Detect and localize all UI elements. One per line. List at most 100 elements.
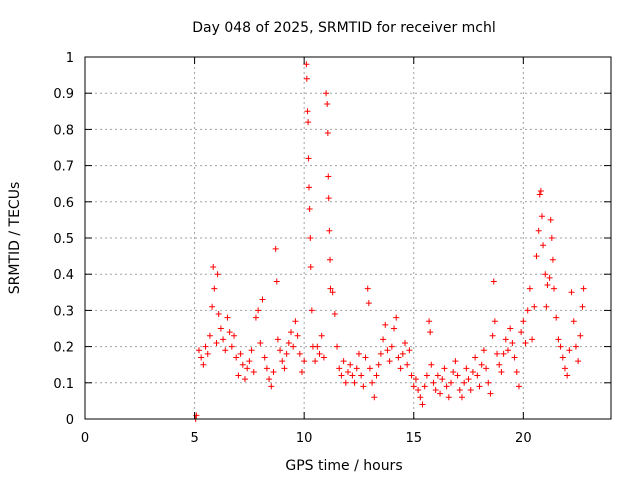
- data-point: [575, 358, 582, 365]
- data-point: [386, 358, 393, 365]
- y-tick-label: 0.3: [53, 304, 74, 319]
- data-point: [336, 365, 343, 372]
- data-point: [250, 368, 257, 375]
- data-point: [301, 358, 308, 365]
- data-point: [404, 361, 411, 368]
- data-point: [241, 376, 248, 383]
- data-point: [326, 227, 333, 234]
- y-tick-label: 0.4: [53, 268, 74, 283]
- data-point: [553, 314, 560, 321]
- data-point: [325, 173, 332, 180]
- data-point: [388, 343, 395, 350]
- data-point: [226, 329, 233, 336]
- data-point: [288, 329, 295, 336]
- data-point: [531, 303, 538, 310]
- data-point: [542, 271, 549, 278]
- data-point: [277, 347, 284, 354]
- data-point: [430, 379, 437, 386]
- y-tick-label: 0.5: [53, 232, 74, 247]
- data-point: [323, 90, 330, 97]
- data-point: [421, 383, 428, 390]
- data-point: [366, 365, 373, 372]
- data-point: [423, 372, 430, 379]
- data-point: [228, 343, 235, 350]
- data-point: [362, 354, 369, 361]
- data-point: [432, 387, 439, 394]
- data-point: [206, 332, 213, 339]
- data-point: [533, 253, 540, 260]
- data-point: [369, 379, 376, 386]
- y-tick-label: 0.2: [53, 341, 74, 356]
- y-tick-label: 0: [66, 413, 74, 428]
- data-point: [371, 394, 378, 401]
- data-point: [579, 303, 586, 310]
- data-point: [439, 376, 446, 383]
- x-tick-label: 15: [405, 431, 422, 446]
- data-point: [281, 365, 288, 372]
- data-point: [307, 263, 314, 270]
- data-point: [340, 358, 347, 365]
- data-point: [259, 296, 266, 303]
- data-point: [246, 358, 253, 365]
- data-point: [360, 383, 367, 390]
- data-point: [526, 285, 533, 292]
- data-point: [296, 350, 303, 357]
- data-point: [283, 350, 290, 357]
- data-point: [334, 343, 341, 350]
- data-point: [408, 372, 415, 379]
- y-tick-label: 0.7: [53, 160, 74, 175]
- data-point: [491, 318, 498, 325]
- data-point: [580, 285, 587, 292]
- data-point: [304, 108, 311, 115]
- data-point: [465, 376, 472, 383]
- data-point: [393, 314, 400, 321]
- data-point: [329, 289, 336, 296]
- data-point: [544, 282, 551, 289]
- data-point: [559, 354, 566, 361]
- data-point: [303, 75, 310, 82]
- data-point: [345, 368, 351, 375]
- data-point: [538, 213, 545, 220]
- data-point: [220, 336, 227, 343]
- data-point: [437, 390, 444, 397]
- data-point: [572, 343, 579, 350]
- data-point: [375, 361, 382, 368]
- axis-ticks: 00.10.20.30.40.50.60.70.80.910 5 10 15 20: [53, 51, 611, 446]
- data-point: [305, 184, 312, 191]
- data-point: [272, 245, 279, 252]
- y-tick-label: 0.6: [53, 196, 74, 211]
- data-point: [294, 332, 301, 339]
- data-point: [412, 376, 419, 383]
- data-point: [395, 354, 402, 361]
- data-point: [445, 394, 452, 401]
- x-tick-label: 20: [515, 431, 532, 446]
- data-point: [235, 372, 242, 379]
- data-point: [529, 336, 536, 343]
- data-point: [327, 256, 334, 263]
- data-point: [338, 372, 345, 379]
- data-point: [427, 329, 434, 336]
- data-point: [504, 347, 511, 354]
- data-point: [312, 358, 319, 365]
- data-point: [456, 387, 463, 394]
- data-point: [222, 347, 229, 354]
- data-point: [252, 314, 259, 321]
- data-point: [476, 383, 483, 390]
- data-point: [324, 101, 331, 108]
- data-point: [458, 394, 465, 401]
- data-point: [557, 343, 564, 350]
- data-point: [549, 256, 556, 263]
- data-point: [546, 274, 553, 281]
- data-point: [502, 336, 509, 343]
- data-point: [382, 321, 389, 328]
- data-point: [397, 365, 404, 372]
- data-point: [570, 318, 577, 325]
- data-point: [316, 350, 323, 357]
- data-point: [399, 350, 406, 357]
- data-point: [200, 361, 207, 368]
- data-point: [426, 318, 433, 325]
- data-point: [239, 361, 246, 368]
- data-point: [213, 339, 220, 346]
- data-point: [217, 325, 224, 332]
